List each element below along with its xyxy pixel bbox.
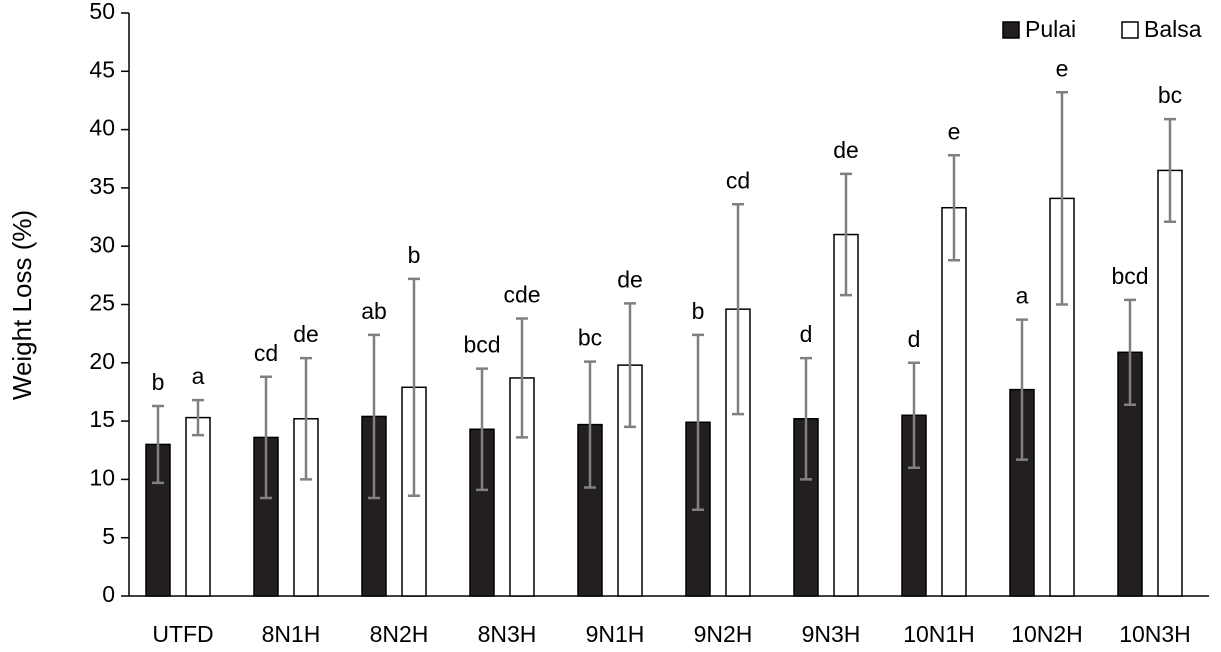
bar bbox=[185, 416, 211, 597]
error-bar bbox=[840, 172, 852, 297]
error-bar bbox=[948, 154, 960, 262]
significance-letter: d bbox=[908, 326, 921, 352]
significance-letter: b bbox=[152, 369, 165, 395]
significance-letter: cde bbox=[503, 282, 540, 308]
significance-letter: a bbox=[192, 363, 205, 389]
y-tick-label: 35 bbox=[89, 173, 115, 199]
significance-letter: e bbox=[1056, 55, 1069, 81]
x-tick-label: 9N3H bbox=[802, 621, 861, 647]
bar bbox=[1157, 169, 1183, 597]
x-tick-label: 10N3H bbox=[1119, 621, 1191, 647]
error-bar bbox=[624, 302, 636, 429]
y-tick-label: 0 bbox=[102, 581, 115, 607]
legend-swatch bbox=[1121, 21, 1139, 39]
error-bar bbox=[1016, 318, 1028, 461]
error-bar bbox=[800, 356, 812, 481]
bar bbox=[617, 364, 643, 597]
error-bar bbox=[476, 367, 488, 492]
error-bar bbox=[1124, 298, 1136, 407]
x-tick-label: 8N2H bbox=[370, 621, 429, 647]
y-tick-label: 40 bbox=[89, 115, 115, 141]
error-bar bbox=[368, 333, 380, 500]
significance-letter: ab bbox=[361, 298, 387, 324]
y-tick-label: 50 bbox=[89, 0, 115, 24]
x-tick-label: UTFD bbox=[152, 621, 213, 647]
significance-letter: e bbox=[948, 118, 961, 144]
significance-letter: de bbox=[833, 137, 859, 163]
significance-letter: cd bbox=[254, 340, 278, 366]
y-tick-label: 15 bbox=[89, 406, 115, 432]
x-tick-label: 8N1H bbox=[262, 621, 321, 647]
significance-letter: bc bbox=[578, 325, 602, 351]
error-bar bbox=[516, 317, 528, 439]
significance-letter: de bbox=[293, 321, 319, 347]
error-bar bbox=[192, 398, 204, 437]
x-tick-label: 9N1H bbox=[586, 621, 645, 647]
bar bbox=[145, 443, 171, 597]
y-tick-label: 45 bbox=[89, 56, 115, 82]
y-tick-label: 25 bbox=[89, 290, 115, 316]
error-bar bbox=[1056, 91, 1068, 306]
x-tick-label: 9N2H bbox=[694, 621, 753, 647]
legend-label: Pulai bbox=[1025, 16, 1076, 42]
error-bar bbox=[692, 333, 704, 511]
error-bar bbox=[1164, 117, 1176, 223]
significance-letter: b bbox=[408, 242, 421, 268]
x-tick-label: 10N2H bbox=[1011, 621, 1083, 647]
error-bar bbox=[408, 277, 420, 497]
significance-letter: a bbox=[1016, 283, 1029, 309]
significance-letter: d bbox=[800, 321, 813, 347]
x-tick-label: 8N3H bbox=[478, 621, 537, 647]
y-tick-label: 5 bbox=[102, 523, 115, 549]
significance-letter: b bbox=[692, 298, 705, 324]
significance-letter: bcd bbox=[463, 332, 500, 358]
error-bar bbox=[908, 361, 920, 469]
x-tick-label: 10N1H bbox=[903, 621, 975, 647]
bar bbox=[941, 206, 967, 597]
error-bar bbox=[152, 404, 164, 485]
error-bar bbox=[260, 375, 272, 500]
error-bar bbox=[300, 356, 312, 481]
legend-swatch bbox=[1002, 21, 1020, 39]
error-bar bbox=[732, 202, 744, 416]
legend-label: Balsa bbox=[1144, 16, 1202, 42]
bar bbox=[293, 418, 319, 597]
y-tick-label: 30 bbox=[89, 231, 115, 257]
significance-letter: bc bbox=[1158, 82, 1182, 108]
y-tick-label: 10 bbox=[89, 464, 115, 490]
significance-letter: cd bbox=[726, 167, 750, 193]
y-tick-label: 20 bbox=[89, 348, 115, 374]
y-axis-label: Weight Loss (%) bbox=[7, 210, 37, 400]
error-bar bbox=[584, 360, 596, 489]
significance-letter: bcd bbox=[1111, 263, 1148, 289]
significance-letter: de bbox=[617, 266, 643, 292]
